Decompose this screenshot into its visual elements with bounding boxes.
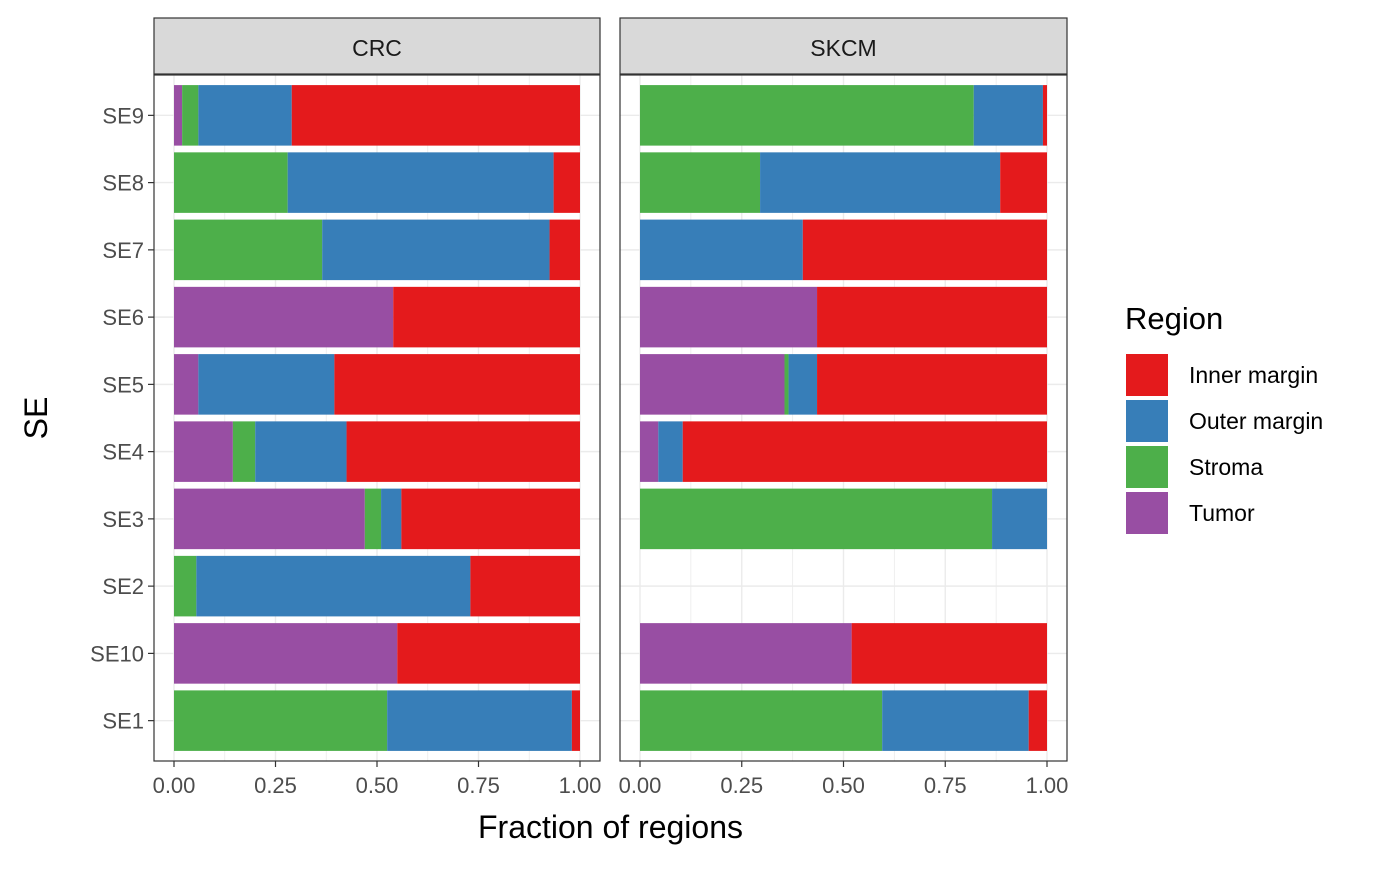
bar-segment-outer-margin-se5 — [198, 354, 335, 415]
facet-strip — [153, 17, 601, 75]
x-tick-label: 0.50 — [356, 773, 399, 798]
bar-segment-outer-margin-se3 — [381, 488, 402, 550]
legend-label: Inner margin — [1189, 362, 1318, 388]
bar-segment-tumor-se3 — [174, 488, 365, 550]
bar-segment-inner-margin-se10 — [397, 623, 580, 684]
bar-segment-outer-margin-se5 — [788, 354, 818, 415]
bar-segment-outer-margin-se1 — [882, 690, 1029, 751]
bar-segment-outer-margin-se8 — [760, 152, 1001, 213]
x-tick-label: 0.25 — [720, 773, 763, 798]
x-tick-label: 1.00 — [1026, 773, 1069, 798]
y-tick-label: SE1 — [102, 709, 144, 734]
bar-segment-stroma-se8 — [640, 152, 761, 213]
bar-segment-inner-margin-se3 — [401, 488, 580, 550]
y-tick-label: SE4 — [102, 440, 144, 465]
bar-segment-outer-margin-se1 — [387, 690, 572, 751]
bar-segment-tumor-se6 — [174, 286, 394, 348]
y-tick-label: SE3 — [102, 507, 144, 532]
bar-segment-inner-margin-se1 — [1028, 690, 1047, 751]
bar-segment-tumor-se4 — [640, 421, 659, 482]
bar-segment-tumor-se4 — [174, 421, 233, 482]
legend-label: Outer margin — [1189, 408, 1323, 434]
y-tick-label: SE7 — [102, 238, 144, 263]
y-tick-label: SE5 — [102, 372, 144, 397]
legend-label: Tumor — [1189, 500, 1255, 526]
bar-segment-stroma-se1 — [174, 690, 388, 751]
bar-segment-tumor-se10 — [640, 623, 852, 684]
bar-segment-inner-margin-se6 — [393, 286, 580, 348]
bar-segment-stroma-se3 — [364, 488, 382, 550]
x-tick-label: 1.00 — [559, 773, 602, 798]
bar-segment-inner-margin-se6 — [817, 286, 1047, 348]
bar-segment-tumor-se6 — [640, 286, 818, 348]
bar-segment-outer-margin-se3 — [992, 488, 1047, 550]
y-tick-label: SE10 — [90, 641, 144, 666]
bar-segment-inner-margin-se9 — [1042, 85, 1047, 146]
y-axis-title: SE — [18, 397, 54, 440]
bar-segment-inner-margin-se7 — [549, 219, 580, 281]
bar-segment-stroma-se7 — [174, 219, 323, 281]
bar-segment-stroma-se9 — [182, 85, 199, 146]
x-tick-label: 0.75 — [924, 773, 967, 798]
bar-segment-outer-margin-se4 — [255, 421, 347, 482]
bar-segment-inner-margin-se4 — [346, 421, 580, 482]
x-tick-label: 0.75 — [457, 773, 500, 798]
y-tick-label: SE9 — [102, 103, 144, 128]
x-tick-label: 0.00 — [153, 773, 196, 798]
bar-segment-stroma-se3 — [640, 488, 993, 550]
bar-segment-stroma-se4 — [232, 421, 256, 482]
x-tick-label: 0.25 — [254, 773, 297, 798]
bar-segment-tumor-se5 — [640, 354, 785, 415]
x-tick-label: 0.50 — [822, 773, 865, 798]
legend-swatch-stroma — [1126, 446, 1168, 488]
bar-segment-inner-margin-se10 — [851, 623, 1047, 684]
panel-skcm: SKCM 0.00 0.25 0.50 0.75 1.00 — [619, 17, 1069, 798]
panel-crc: CRC 0.00 0.25 0.50 0.75 1.00 — [153, 17, 602, 798]
x-tick-label: 0.00 — [619, 773, 662, 798]
bar-segment-stroma-se5 — [784, 354, 789, 415]
bar-segment-outer-margin-se9 — [973, 85, 1043, 146]
legend-swatch-outer-margin — [1126, 400, 1168, 442]
y-tick-label: SE2 — [102, 574, 144, 599]
bar-segment-inner-margin-se8 — [553, 152, 580, 213]
bar-segment-outer-margin-se8 — [287, 152, 554, 213]
bar-segment-inner-margin-se1 — [571, 690, 580, 751]
bar-segment-inner-margin-se5 — [817, 354, 1047, 415]
y-tick-label: SE8 — [102, 171, 144, 196]
bar-segment-outer-margin-se2 — [196, 555, 471, 617]
bar-segment-outer-margin-se9 — [198, 85, 292, 146]
bar-segment-inner-margin-se4 — [682, 421, 1047, 482]
x-axis-title: Fraction of regions — [478, 809, 743, 845]
legend: Region Inner margin Outer margin Stroma Tumo… — [1125, 301, 1323, 534]
bar-segment-inner-margin-se9 — [291, 85, 580, 146]
legend-swatch-inner-margin — [1126, 354, 1168, 396]
bar-segment-tumor-se5 — [174, 354, 199, 415]
bar-segment-stroma-se2 — [174, 555, 197, 617]
legend-label: Stroma — [1189, 454, 1263, 480]
bar-segment-outer-margin-se4 — [658, 421, 683, 482]
bar-segment-stroma-se8 — [174, 152, 288, 213]
bar-segment-inner-margin-se7 — [802, 219, 1047, 281]
legend-title: Region — [1125, 301, 1223, 336]
bar-segment-stroma-se9 — [640, 85, 974, 146]
legend-swatch-tumor — [1126, 492, 1168, 534]
bar-segment-outer-margin-se7 — [322, 219, 550, 281]
bar-segment-tumor-se9 — [174, 85, 183, 146]
bar-segment-inner-margin-se8 — [1000, 152, 1047, 213]
facet-label: SKCM — [810, 35, 876, 61]
bar-segment-inner-margin-se5 — [334, 354, 580, 415]
facet-strip — [619, 17, 1068, 75]
facet-label: CRC — [352, 35, 402, 61]
bar-segment-tumor-se10 — [174, 623, 398, 684]
y-tick-label: SE6 — [102, 305, 144, 330]
bar-segment-stroma-se1 — [640, 690, 883, 751]
bar-segment-inner-margin-se2 — [470, 555, 580, 617]
bar-segment-outer-margin-se7 — [640, 219, 803, 281]
